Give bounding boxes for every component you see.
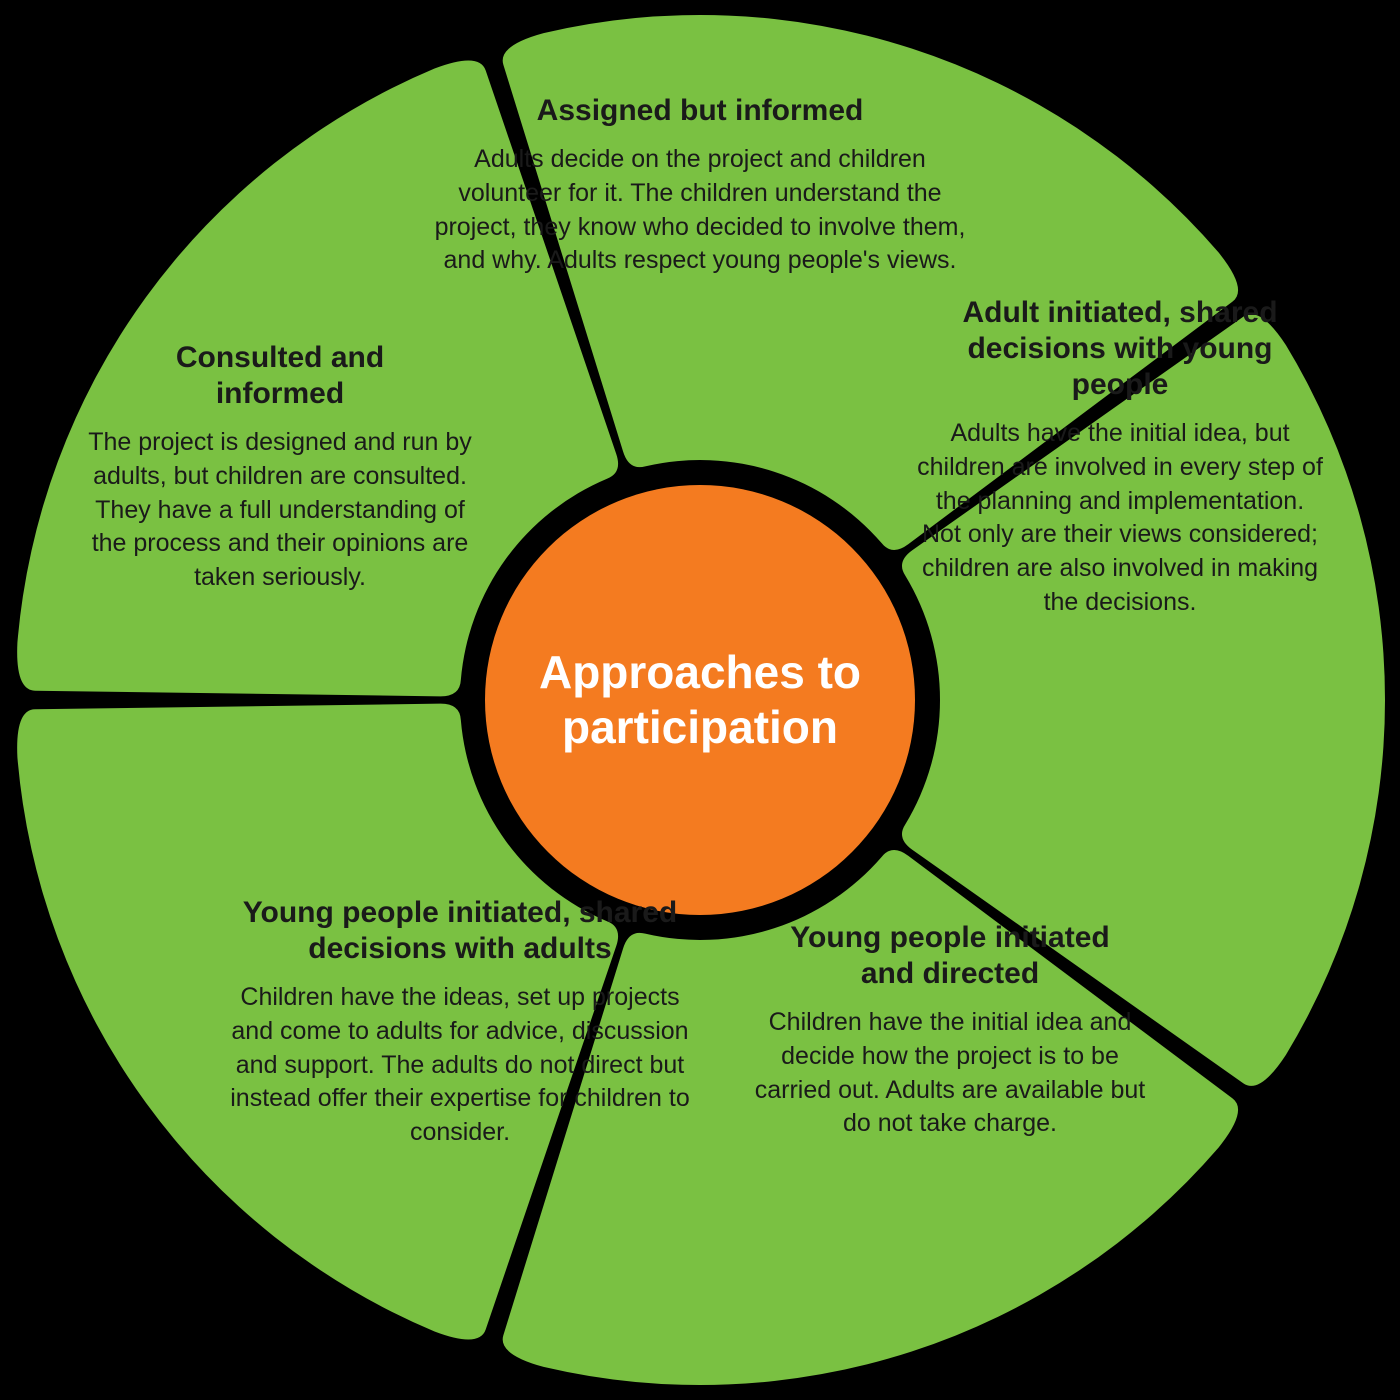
segment-text-youth-shared: Young people initiated, shared decisions… xyxy=(230,895,690,1150)
segment-title-adult-initiated: Adult initiated, shared decisions with y… xyxy=(960,295,1280,403)
segment-title-youth-shared: Young people initiated, shared decisions… xyxy=(240,895,680,967)
segment-text-assigned: Assigned but informed Adults decide on th… xyxy=(420,93,980,278)
segment-text-consulted: Consulted and informed The project is des… xyxy=(80,340,480,595)
segment-title-consulted: Consulted and informed xyxy=(150,340,410,412)
participation-wheel-diagram: Approaches to participation Assigned but… xyxy=(0,0,1400,1400)
segment-text-adult-initiated: Adult initiated, shared decisions with y… xyxy=(915,295,1325,620)
segment-body-adult-initiated: Adults have the initial idea, but childr… xyxy=(915,417,1325,620)
segment-body-youth-shared: Children have the ideas, set up projects… xyxy=(230,981,690,1150)
segment-body-youth-directed: Children have the initial idea and decid… xyxy=(740,1006,1160,1141)
segment-body-consulted: The project is designed and run by adult… xyxy=(80,426,480,595)
segment-body-assigned: Adults decide on the project and childre… xyxy=(420,143,980,278)
segment-title-assigned: Assigned but informed xyxy=(420,93,980,129)
segment-title-youth-directed: Young people initiated and directed xyxy=(760,920,1140,992)
center-circle: Approaches to participation xyxy=(485,485,915,915)
segment-text-youth-directed: Young people initiated and directed Child… xyxy=(740,920,1160,1141)
center-title: Approaches to participation xyxy=(485,645,915,755)
